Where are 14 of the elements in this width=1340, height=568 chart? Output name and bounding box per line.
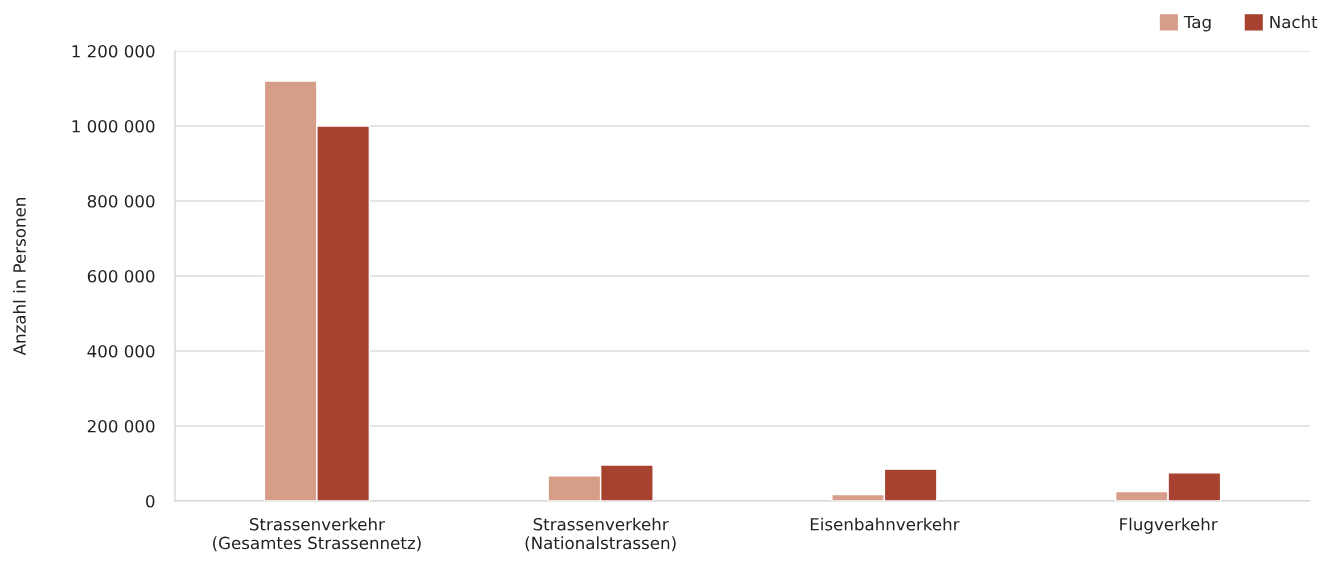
x-tick-label: Flugverkehr xyxy=(1120,517,1218,534)
y-tick-label: 0 xyxy=(146,494,155,508)
x-tick-label: Strassenverkehr (Nationalstrassen) xyxy=(525,517,676,552)
x-tick-label: Eisenbahnverkehr xyxy=(810,517,960,531)
y-axis-title: Anzahl in Personen xyxy=(12,198,26,356)
y-tick-label: 400 000 xyxy=(87,344,155,358)
y-tick-label: 800 000 xyxy=(87,194,155,208)
y-tick-label: 1 200 000 xyxy=(72,44,155,58)
y-tick-label: 200 000 xyxy=(87,419,155,433)
legend-label: Tag xyxy=(1183,15,1211,32)
x-tick-label: Strassenverkehr (Gesamtes Strassennetz) xyxy=(213,517,421,552)
y-tick-label: 1 000 000 xyxy=(72,119,155,133)
legend-label: Nacht xyxy=(1270,15,1318,29)
y-tick-label: 600 000 xyxy=(87,269,155,283)
